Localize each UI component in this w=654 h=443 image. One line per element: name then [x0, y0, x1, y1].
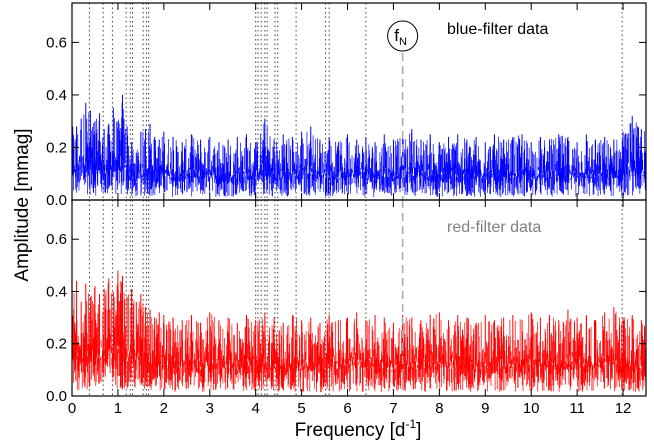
y-tick-label: 0.2	[46, 336, 67, 353]
nyquist-label-sub: N	[399, 36, 407, 48]
x-axis-label-main: Frequency [d	[295, 420, 406, 441]
x-axis-label: Frequency [d-1]	[295, 417, 422, 441]
bottom-x-ticks: 0 1 2 3 4 5 6 7 8 9 10 11 12	[68, 200, 632, 417]
bottom-y-ticks: 0.0 0.2 0.4 0.6	[46, 231, 646, 405]
x-tick-label: 11	[569, 400, 585, 417]
x-tick-label: 10	[523, 400, 540, 417]
nyquist-marker: fN	[387, 20, 419, 52]
red-series	[76, 270, 642, 367]
x-tick-label: 9	[481, 400, 489, 417]
blue-series	[76, 94, 642, 182]
nyquist-label-main: f	[394, 26, 399, 45]
noise-trace	[72, 281, 647, 393]
x-tick-label: 1	[114, 400, 122, 417]
blue-filter-annotation: blue-filter data	[447, 21, 548, 38]
x-axis-label-sup: -1	[405, 417, 416, 431]
nyquist-label: fN	[394, 26, 407, 48]
y-tick-label: 0.0	[46, 388, 67, 405]
x-tick-label: 12	[615, 400, 632, 417]
x-tick-label: 5	[297, 400, 305, 417]
x-tick-label: 2	[160, 400, 168, 417]
x-tick-label: 0	[68, 400, 76, 417]
x-tick-label: 3	[206, 400, 214, 417]
x-tick-label: 4	[252, 400, 260, 417]
y-tick-label: 0.0	[46, 192, 67, 209]
y-tick-label: 0.2	[46, 139, 67, 156]
y-tick-label: 0.6	[46, 231, 67, 248]
y-tick-label: 0.4	[46, 283, 67, 300]
x-tick-label: 8	[435, 400, 443, 417]
x-tick-label: 7	[389, 400, 397, 417]
top-x-tickmarks	[71, 3, 624, 200]
noise-trace	[72, 102, 647, 197]
red-noise-spectrum	[72, 281, 647, 393]
red-filter-annotation: red-filter data	[447, 219, 541, 236]
nyquist-circle	[387, 20, 419, 52]
y-tick-label: 0.6	[46, 34, 67, 51]
y-tick-label: 0.4	[46, 87, 67, 104]
x-axis-label-end: ]	[416, 420, 421, 441]
blue-noise-spectrum	[72, 102, 647, 197]
blue-panel: fN blue-filter data 0.0 0.2 0.4 0.6	[46, 2, 647, 209]
top-frequency-markers	[88, 3, 623, 200]
y-axis-label: Amplitude [mmag]	[12, 128, 33, 281]
x-tick-label: 6	[343, 400, 351, 417]
bottom-plot-frame	[71, 199, 647, 397]
